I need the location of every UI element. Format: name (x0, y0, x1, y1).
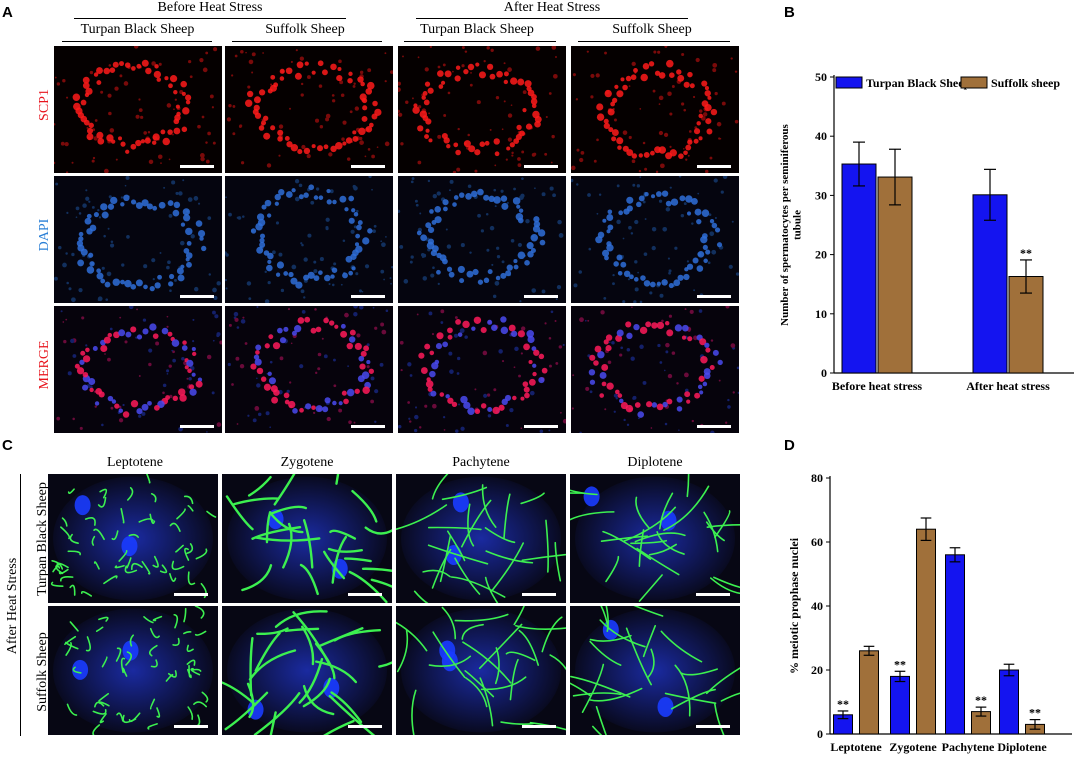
micrograph-scp1-3 (398, 46, 566, 173)
category-label: Diplotene (997, 740, 1047, 754)
y-tick-label: 60 (811, 535, 823, 549)
chart-d: 0 20 40 60 80 % meiotic prophase nuclei ** Lept… (787, 471, 1072, 754)
bar-turpan-black-sheep-after-heat-stress (972, 194, 1008, 374)
row-label-merge: MERGE (37, 340, 52, 390)
y-axis-label: Number of spermatocytes per seminiferous… (779, 123, 804, 325)
significance-marker: ** (1029, 706, 1041, 720)
micrograph-scp1-1 (54, 46, 222, 173)
spread-leptotene-suffolk (48, 606, 218, 735)
spread-leptotene-turpan (48, 474, 218, 603)
col-bracket-2 (232, 41, 382, 42)
bar-turpan-black-sheep-pachytene (945, 554, 965, 735)
micrograph-dapi-3 (398, 176, 566, 303)
col-header-2: Suffolk Sheep (265, 22, 345, 37)
spread-diplotene-suffolk (570, 606, 740, 735)
y-axis-label: % meiotic prophase nuclei (787, 537, 801, 674)
y-tick-label: 0 (817, 727, 823, 741)
col-bracket-3 (404, 41, 556, 42)
side-bracket (20, 474, 21, 736)
before-heat-stress-header: Before Heat Stress (157, 0, 263, 15)
legend-swatch (835, 76, 863, 89)
significance-marker: ** (894, 657, 906, 671)
chart-b: 0 10 20 30 40 50 Number of spermatocytes per s… (779, 70, 1074, 393)
spread-pachytene-suffolk (396, 606, 566, 735)
micrograph-dapi-1 (54, 176, 222, 303)
micrograph-scp1-2 (225, 46, 393, 173)
legend-label: Suffolk sheep (991, 76, 1060, 90)
significance-marker: ** (837, 697, 849, 711)
category-label: After heat stress (966, 379, 1050, 393)
after-heat-stress-bracket (416, 18, 688, 19)
row-label-dapi: DAPI (37, 218, 52, 252)
significance-marker: ** (1020, 246, 1032, 260)
y-tick-label: 30 (815, 188, 827, 202)
micrograph-merge-3 (398, 306, 566, 433)
spread-diplotene-turpan (570, 474, 740, 603)
y-tick-label: 40 (815, 129, 827, 143)
micrograph-scp1-4 (571, 46, 739, 173)
bar-suffolk-sheep-before-heat-stress (877, 176, 913, 374)
y-tick-label: 20 (811, 663, 823, 677)
micrograph-dapi-4 (571, 176, 739, 303)
col-header-4: Suffolk Sheep (612, 22, 692, 37)
col-header-1: Turpan Black Sheep (80, 22, 195, 37)
bar-turpan-black-sheep-diplotene (999, 669, 1019, 735)
category-label: Before heat stress (832, 379, 923, 393)
spread-pachytene-turpan (396, 474, 566, 603)
y-tick-label: 10 (815, 307, 827, 321)
after-heat-stress-side-label: After Heat Stress (5, 557, 20, 655)
panel-c-label: C (2, 437, 13, 454)
legend-label: Turpan Black Sheep (866, 76, 971, 90)
y-tick-label: 40 (811, 599, 823, 613)
bar-turpan-black-sheep-before-heat-stress (841, 163, 877, 374)
y-tick-label: 0 (821, 366, 827, 380)
col-bracket-4 (578, 41, 730, 42)
micrograph-merge-1 (54, 306, 222, 433)
legend-swatch (960, 76, 988, 89)
micrograph-merge-2 (225, 306, 393, 433)
category-label: Leptotene (830, 740, 882, 754)
panel-a-label: A (2, 4, 13, 21)
spread-zygotene-suffolk (222, 606, 392, 735)
col-bracket-1 (62, 41, 212, 42)
row-label-scp1: SCP1 (37, 89, 52, 121)
before-heat-stress-bracket (74, 18, 346, 19)
stage-header-pachytene: Pachytene (452, 455, 510, 470)
col-header-3: Turpan Black Sheep (420, 22, 534, 37)
y-tick-label: 50 (815, 70, 827, 84)
bar-suffolk-sheep-leptotene (859, 650, 879, 735)
category-label: Pachytene (942, 740, 995, 754)
significance-marker: ** (975, 693, 987, 707)
stage-header-zygotene: Zygotene (280, 455, 334, 470)
category-label: Zygotene (889, 740, 937, 754)
panel-b-label: B (784, 4, 795, 21)
micrograph-merge-4 (571, 306, 739, 433)
y-tick-label: 20 (815, 248, 827, 262)
stage-header-diplotene: Diplotene (627, 455, 683, 470)
bar-turpan-black-sheep-zygotene (890, 675, 910, 735)
micrograph-dapi-2 (225, 176, 393, 303)
bar-suffolk-sheep-zygotene (916, 528, 936, 735)
after-heat-stress-header: After Heat Stress (503, 0, 601, 15)
stage-header-leptotene: Leptotene (107, 455, 163, 470)
y-tick-label: 80 (811, 471, 823, 485)
spread-zygotene-turpan (222, 474, 392, 603)
panel-d-label: D (784, 437, 795, 454)
